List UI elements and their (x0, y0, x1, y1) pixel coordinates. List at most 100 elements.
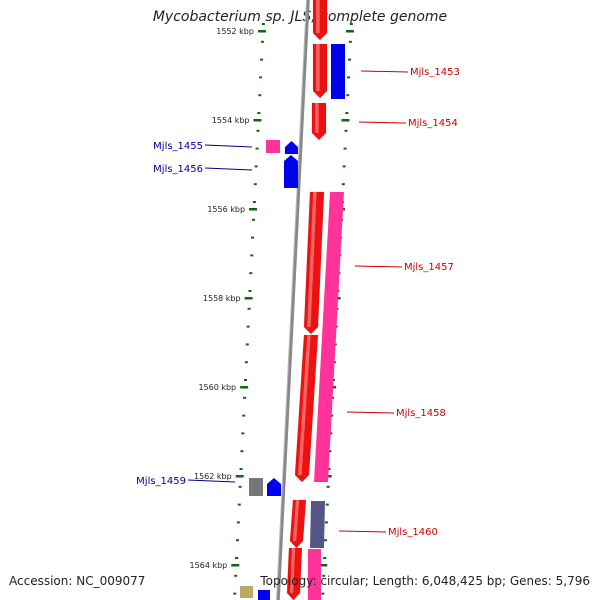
leader-line (187, 479, 236, 483)
minor-tick (321, 592, 325, 595)
minor-tick (257, 112, 261, 114)
minor-tick (250, 254, 254, 257)
minor-tick (238, 485, 242, 488)
tick-label: 1564 kbp (190, 561, 228, 570)
gene-features (240, 0, 345, 600)
minor-tick (251, 236, 255, 239)
minor-tick (242, 414, 246, 417)
gene-label: Mjls_1455 (153, 141, 203, 152)
minor-tick (254, 165, 258, 168)
minor-tick (243, 396, 247, 399)
major-tick (240, 386, 249, 389)
gene-feature-bottom-red (286, 547, 303, 600)
minor-tick (349, 23, 353, 25)
minor-tick (261, 23, 265, 25)
minor-tick (245, 343, 249, 346)
minor-tick (328, 450, 332, 453)
gene-feature-top (312, 0, 328, 41)
minor-tick (260, 58, 264, 61)
minor-tick (323, 539, 327, 542)
minor-tick (258, 94, 262, 97)
minor-tick (326, 485, 330, 488)
minor-tick (240, 450, 244, 453)
gene-feature-mjls-1453 (312, 43, 328, 99)
accession-label: Accession: NC_009077 (9, 574, 146, 588)
minor-tick (247, 307, 251, 310)
minor-tick (244, 361, 248, 364)
major-tick (235, 475, 244, 478)
minor-tick (234, 574, 238, 577)
minor-tick (259, 76, 263, 79)
minor-tick (241, 432, 245, 435)
minor-tick (329, 432, 333, 435)
tick-label: 1558 kbp (203, 294, 241, 303)
minor-tick (235, 557, 239, 559)
gene-label: Mjls_1458 (396, 408, 446, 419)
gene-label: Mjls_1457 (404, 262, 454, 273)
gene-labels: Mjls_1453 Mjls_1454 Mjls_1455 Mjls_1456 Mjls… (136, 67, 460, 538)
leader-line (354, 265, 403, 268)
minor-tick (237, 503, 241, 506)
minor-tick (244, 379, 247, 381)
minor-tick (344, 129, 348, 132)
tick-label: 1556 kbp (207, 205, 245, 214)
minor-tick (322, 574, 326, 577)
tick-label: 1562 kbp (194, 472, 232, 481)
minor-tick (348, 58, 352, 61)
major-tick (319, 564, 328, 567)
tick-label: 1560 kbp (198, 383, 236, 392)
tick-label: 1552 kbp (216, 27, 254, 36)
gene-feature-1460-slate (310, 501, 325, 548)
minor-tick (253, 183, 257, 186)
minor-tick (233, 592, 237, 595)
minor-tick (345, 112, 349, 114)
minor-tick (346, 94, 350, 97)
minor-tick (323, 557, 327, 559)
minor-tick (246, 325, 250, 328)
genome-summary: Topology: circular; Length: 6,048,425 bp… (260, 574, 590, 588)
gene-feature-mjls-1454 (311, 102, 327, 141)
major-tick (244, 297, 253, 300)
minor-tick (325, 503, 329, 506)
minor-tick (256, 129, 260, 132)
gene-feature-blue-1453 (331, 44, 345, 99)
major-tick (257, 30, 266, 33)
minor-tick (260, 40, 264, 43)
minor-tick (341, 183, 345, 186)
minor-tick (248, 290, 252, 292)
gene-feature-mjls-1458 (314, 192, 344, 482)
gene-feature-mjls-1457a (303, 191, 325, 335)
minor-tick (255, 147, 259, 150)
leader-line (338, 530, 387, 533)
minor-tick (343, 147, 347, 150)
minor-tick (342, 165, 346, 168)
gene-label: Mjls_1456 (153, 164, 203, 175)
major-tick (345, 30, 354, 33)
map-title: Mycobacterium sp. JLS, complete genome (152, 9, 448, 25)
minor-tick (239, 468, 243, 470)
tick-label: 1554 kbp (212, 116, 250, 125)
minor-tick (330, 414, 334, 417)
major-tick (249, 208, 258, 211)
minor-tick (327, 468, 331, 470)
gene-feature-mjls-1459 (249, 478, 263, 496)
gene-feature-bottom-pink (308, 549, 321, 600)
minor-tick (324, 521, 328, 524)
minor-tick (236, 521, 240, 524)
gene-feature-bottom-olive (240, 586, 253, 598)
leader-line (204, 167, 253, 171)
backbone-axis (276, 0, 310, 600)
major-tick (341, 119, 350, 122)
minor-tick (252, 201, 256, 203)
gene-feature-mjls-1457b (294, 334, 319, 483)
minor-tick (252, 218, 256, 221)
leader-line (346, 411, 395, 414)
leader-line (204, 144, 253, 148)
gene-feature-mjls-1460 (289, 499, 307, 549)
minor-tick (347, 76, 351, 79)
minor-tick (235, 539, 239, 542)
leader-line (360, 70, 409, 73)
major-tick (253, 119, 262, 122)
gene-feature-1459-arrow (267, 478, 281, 496)
gene-label: Mjls_1459 (136, 476, 186, 487)
